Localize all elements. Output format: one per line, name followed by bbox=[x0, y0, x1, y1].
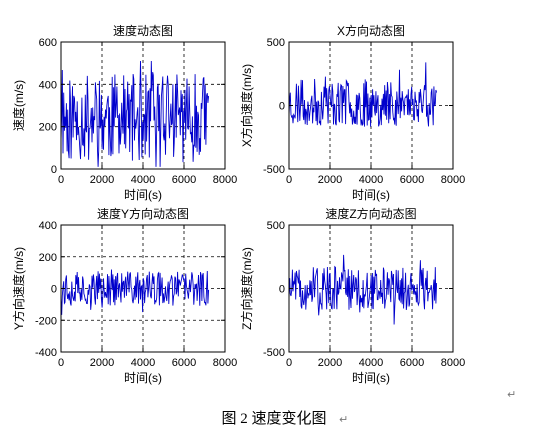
x-tick-label: 6000 bbox=[400, 357, 424, 369]
y-tick-label: -200 bbox=[35, 315, 57, 327]
x-tick-label: 6000 bbox=[172, 357, 196, 369]
y-tick-label: 600 bbox=[39, 37, 57, 49]
y-axis-label: Y方向速度(m/s) bbox=[11, 247, 26, 330]
x-tick-label: 0 bbox=[58, 357, 64, 369]
x-tick-label: 4000 bbox=[359, 357, 383, 369]
chart-title: 速度动态图 bbox=[113, 23, 173, 38]
x-tick-label: 4000 bbox=[131, 357, 155, 369]
series-line-1 bbox=[60, 269, 210, 315]
y-tick-label: -500 bbox=[263, 347, 285, 359]
y-tick-label: -500 bbox=[263, 164, 285, 176]
series-line-1 bbox=[60, 60, 210, 167]
y-tick-label: 500 bbox=[267, 37, 285, 49]
x-tick-label: 8000 bbox=[213, 357, 237, 369]
x-axis-label: 时间(s) bbox=[352, 371, 390, 385]
y-axis-label: X方向速度(m/s) bbox=[239, 64, 254, 147]
x-tick-label: 2000 bbox=[318, 174, 342, 186]
x-tick-label: 8000 bbox=[213, 174, 237, 186]
y-tick-label: 500 bbox=[267, 220, 285, 232]
y-tick-label: -400 bbox=[35, 347, 57, 359]
y-tick-label: 200 bbox=[39, 252, 57, 264]
x-tick-label: 6000 bbox=[172, 174, 196, 186]
x-axis-label: 时间(s) bbox=[124, 371, 162, 385]
x-axis-label: 时间(s) bbox=[352, 188, 390, 202]
y-tick-label: 200 bbox=[39, 122, 57, 134]
x-axis-label: 时间(s) bbox=[124, 188, 162, 202]
x-tick-label: 4000 bbox=[359, 174, 383, 186]
x-tick-label: 8000 bbox=[441, 357, 465, 369]
x-tick-label: 4000 bbox=[131, 174, 155, 186]
y-tick-label: 0 bbox=[279, 284, 285, 296]
y-tick-label: 400 bbox=[39, 220, 57, 232]
y-tick-label: 0 bbox=[279, 101, 285, 113]
x-tick-label: 0 bbox=[286, 174, 292, 186]
x-tick-label: 6000 bbox=[400, 174, 424, 186]
y-axis-label: Z方向速度(m/s) bbox=[239, 247, 254, 330]
paragraph-mark: ↵ bbox=[339, 414, 348, 426]
y-axis-label: 速度(m/s) bbox=[11, 80, 26, 131]
series-line-1 bbox=[288, 62, 438, 127]
x-tick-label: 0 bbox=[58, 174, 64, 186]
paragraph-mark-top: ↵ bbox=[507, 389, 516, 401]
x-tick-label: 2000 bbox=[90, 174, 114, 186]
x-tick-label: 2000 bbox=[318, 357, 342, 369]
chart-title: 速度Y方向动态图 bbox=[97, 206, 189, 221]
y-tick-label: 400 bbox=[39, 79, 57, 91]
x-tick-label: 2000 bbox=[90, 357, 114, 369]
y-tick-label: 0 bbox=[51, 284, 57, 296]
chart-panel-3: 速度Y方向动态图 0 2000 4000 6000 8000 -400 -200 0 200 400… bbox=[11, 206, 237, 385]
y-tick-label: 0 bbox=[51, 164, 57, 176]
chart-title: 速度Z方向动态图 bbox=[325, 206, 416, 221]
figure-caption: 图 2 速度变化图 bbox=[221, 410, 326, 427]
series-line-1 bbox=[288, 254, 438, 325]
x-tick-label: 0 bbox=[286, 357, 292, 369]
chart-title: X方向动态图 bbox=[337, 23, 405, 38]
x-tick-label: 8000 bbox=[441, 174, 465, 186]
chart-panel-1: 速度动态图 0 2000 4000 6000 8000 0 200 400 600 时间(s) 速度(… bbox=[11, 23, 237, 202]
